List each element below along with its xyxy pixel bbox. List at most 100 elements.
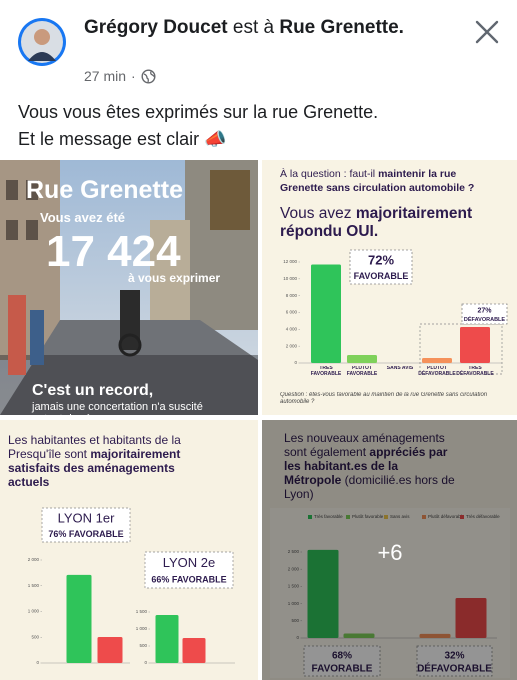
bar — [347, 355, 377, 363]
heading-line: Lyon) — [284, 487, 314, 501]
y-tick-label: 1 500 — [136, 609, 148, 614]
legend-label: Très favorable — [314, 514, 343, 519]
heading-segment: majoritairement — [90, 447, 180, 461]
tile-count: 17 424 — [46, 227, 181, 276]
separator: · — [131, 68, 136, 84]
bar — [307, 549, 339, 638]
chart-result: 66% FAVORABLE — [151, 575, 226, 585]
heading-segment: satisfaits des aménagements — [8, 461, 175, 475]
x-tick-label: PLUTÔT DÉFAVORABLE — [418, 366, 456, 377]
heading-segment: sont également — [284, 445, 369, 459]
time[interactable]: 27 min — [84, 68, 127, 84]
y-tick-label: 10 000 — [283, 276, 297, 281]
avatar[interactable] — [17, 17, 67, 67]
heading-line: Les habitantes et habitants de la — [8, 433, 181, 447]
post-meta: 27 min · — [84, 68, 156, 84]
heading-line: Vous avez majoritairement — [280, 205, 472, 222]
callout-value: 32% — [444, 651, 464, 662]
author[interactable]: Grégory Doucet — [84, 17, 228, 38]
heading-segment: (domicilié.es hors de — [341, 473, 455, 487]
heading-segment: les habitant.es de la — [284, 459, 398, 473]
heading-segment: Vous avez — [280, 205, 356, 222]
y-tick-label: 1 500 — [28, 583, 40, 588]
bar — [155, 615, 179, 663]
callout-value: 27% — [477, 307, 492, 314]
heading-line: répondu OUI. — [280, 223, 378, 240]
chart-tile[interactable]: Les nouveaux aménagementssont également … — [262, 420, 517, 680]
heading-line: sont également appréciés par — [284, 445, 448, 459]
y-tick-label: 500 — [31, 634, 39, 639]
x-tick-label-box: PLUTÔT DÉFAVORABLE — [418, 366, 456, 377]
legend-label: Sans avis — [390, 514, 410, 519]
y-tick-label: 12 000 — [283, 259, 297, 264]
legend-swatch — [384, 515, 388, 519]
heading-segment: maintenir la rue — [378, 168, 456, 180]
tile-caption: jamais une concertation n'a suscité — [31, 401, 203, 413]
callout-label: FAVORABLE — [312, 664, 373, 675]
y-tick-label: 2 000 — [286, 343, 298, 348]
footnote-box: Question : êtes-vous favorable au mainti… — [280, 392, 487, 405]
y-tick-label: 1 000 — [288, 601, 300, 606]
heading-line: satisfaits des aménagements — [8, 461, 175, 475]
label-frame — [144, 551, 234, 589]
x-tick-label-box: TRÈS DÉFAVORABLE — [456, 366, 493, 376]
avatar-face — [34, 29, 50, 45]
callout-frame — [461, 303, 508, 325]
globe-icon — [141, 68, 156, 84]
heading-line: Les nouveaux aménagements — [284, 431, 445, 445]
heading-segment: Lyon) — [284, 487, 314, 501]
legend-label: Plutôt défavorable — [428, 514, 465, 519]
heading-segment: À la question : faut-il — [280, 167, 378, 180]
y-tick-label: 1 000 — [28, 609, 40, 614]
heading-line: Métropole (domicilié.es hors de — [284, 473, 455, 487]
y-tick-label: 0 — [36, 660, 39, 665]
y-tick-label: 8 000 — [286, 293, 298, 298]
y-tick-label: 0 — [296, 635, 299, 640]
bar — [455, 597, 487, 638]
y-tick-label: 0 — [294, 360, 297, 365]
avatar-body — [28, 52, 56, 61]
heading-segment: répondu OUI. — [280, 223, 378, 240]
more-count: +6 — [377, 540, 402, 565]
legend-label: Très défavorable — [466, 514, 500, 519]
heading-segment: Presqu'île sont — [8, 447, 90, 461]
callout-value: 72% — [368, 252, 394, 267]
x-tick-label: SANS AVIS — [386, 366, 414, 371]
callout-value: 68% — [332, 651, 352, 662]
bar — [182, 638, 206, 663]
heading-segment: Les habitantes et habitants de la — [8, 433, 181, 447]
tile-text: à vous exprimer — [128, 271, 220, 285]
heading-line: À la question : faut-il maintenir la rue — [280, 167, 456, 180]
heading-line: Grenette sans circulation automobile ? — [280, 182, 474, 194]
callout-frame — [303, 645, 381, 677]
x-tick-label: TRÈS FAVORABLE — [310, 366, 342, 377]
chart-tile[interactable]: Les habitantes et habitants de laPresqu'… — [0, 420, 258, 680]
y-tick-label: 1 000 — [136, 626, 148, 631]
legend-label: Plutôt favorable — [352, 514, 384, 519]
bar — [460, 326, 490, 363]
y-tick-label: 2 000 — [288, 566, 300, 571]
post-header: Grégory Doucet est à Rue Grenette. — [84, 14, 444, 41]
y-tick-label: 1 500 — [288, 584, 300, 589]
close-button[interactable] — [474, 19, 500, 45]
y-tick-label: 500 — [291, 618, 299, 623]
callout-label: FAVORABLE — [354, 271, 409, 281]
bar — [97, 636, 123, 663]
bar — [66, 574, 92, 663]
tile-caption: C'est un record, — [32, 382, 153, 399]
chart-label: LYON 1er — [58, 510, 116, 525]
chart-tile[interactable]: À la question : faut-il maintenir la rue… — [262, 160, 517, 415]
heading-segment: Les nouveaux aménagements — [284, 431, 445, 445]
tile-title: Rue Grenette — [26, 176, 183, 204]
legend-swatch — [460, 515, 464, 519]
heading-segment: actuels — [8, 475, 50, 489]
legend-swatch — [308, 515, 312, 519]
bar — [343, 633, 375, 638]
place[interactable]: Rue Grenette. — [279, 17, 404, 38]
y-tick-label: 4 000 — [286, 327, 298, 332]
heading-segment: Métropole — [284, 473, 342, 487]
legend-swatch — [422, 515, 426, 519]
verb: est à — [232, 17, 275, 38]
